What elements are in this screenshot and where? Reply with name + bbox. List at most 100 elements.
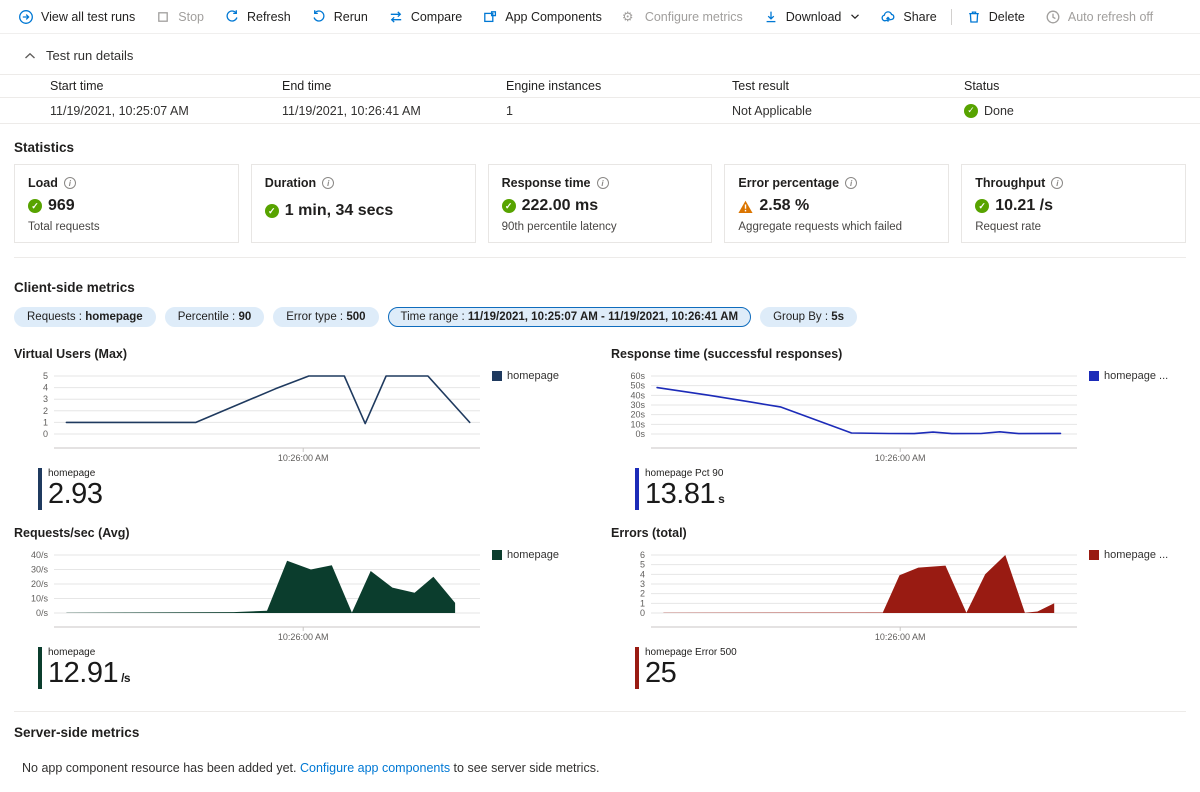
test-result-value: Not Applicable (732, 103, 812, 118)
requests-per-sec-plot: 0/s 10/s 20/s 30/s 40/s 10:26:00 AM (31, 550, 480, 642)
stat-card-response-time: Response time 222.00 ms 90th percentile … (487, 164, 713, 243)
filter-pill-time-range[interactable]: Time range11/19/2021, 10:25:07 AM - 11/1… (387, 307, 752, 327)
chart-stat: homepage 12.91/s (38, 647, 593, 689)
toolbar-item-label: Download (785, 9, 842, 24)
section-title: Test run details (46, 48, 134, 63)
configure-metrics-button[interactable]: ⚙ Configure metrics (612, 0, 753, 33)
legend-swatch-icon (492, 550, 502, 560)
chart-legend[interactable]: homepage ... (1089, 370, 1168, 382)
toolbar-item-label: App Components (505, 9, 602, 24)
statistics-cards: Load 969 Total requests Duration 1 min, … (14, 164, 1186, 243)
chart-response-time: Response time (successful responses) 0s 1… (611, 347, 1190, 510)
chart-requests-per-sec: Requests/sec (Avg) 0/s 10/s 20/s 30/s 40/s 10… (14, 526, 593, 689)
test-run-details-table: Start time End time Engine instances Tes… (0, 74, 1200, 124)
chart-title: Response time (successful responses) (611, 347, 843, 361)
divider (14, 711, 1186, 712)
rerun-button[interactable]: Rerun (301, 0, 378, 33)
client-side-metrics-title: Client-side metrics (14, 280, 135, 295)
end-time-value: 11/19/2021, 10:26:41 AM (282, 103, 421, 118)
legend-swatch-icon (492, 371, 502, 381)
svg-text:5: 5 (640, 560, 645, 570)
svg-text:10/s: 10/s (31, 594, 49, 604)
share-button[interactable]: Share (870, 0, 946, 33)
stat-card-throughput: Throughput 10.21 /s Request rate (961, 164, 1186, 243)
chart-legend[interactable]: homepage ... (1089, 549, 1168, 561)
charts-grid: Virtual Users (Max) 0 1 2 3 4 5 10:26:00 AM ho… (14, 347, 1190, 689)
svg-text:2: 2 (43, 406, 48, 416)
check-circle-icon (975, 199, 990, 213)
chart-stat: homepage 2.93 (38, 468, 593, 510)
column-header: Test result (732, 79, 789, 93)
gear-icon: ⚙ (621, 8, 634, 24)
check-circle-icon (964, 103, 978, 118)
stop-button[interactable]: Stop (145, 0, 214, 33)
stat-bar (635, 647, 639, 689)
refresh-icon (224, 9, 240, 25)
compare-icon (388, 9, 404, 25)
refresh-button[interactable]: Refresh (214, 0, 301, 33)
info-icon[interactable] (1051, 177, 1064, 189)
app-components-icon (482, 9, 498, 25)
svg-text:3: 3 (43, 394, 48, 404)
column-header: Start time (50, 79, 104, 93)
warning-triangle-icon (738, 200, 753, 213)
svg-text:40s: 40s (630, 390, 645, 400)
filter-pill-group-by[interactable]: Group By5s (760, 307, 858, 327)
start-time-value: 11/19/2021, 10:25:07 AM (50, 103, 189, 118)
svg-text:20s: 20s (630, 410, 645, 420)
svg-text:10s: 10s (630, 419, 645, 429)
stop-icon (155, 9, 171, 25)
chart-title: Virtual Users (Max) (14, 347, 128, 361)
filter-pill-percentile[interactable]: Percentile90 (164, 307, 265, 327)
info-icon[interactable] (845, 177, 858, 189)
filter-pill-requests[interactable]: Requestshomepage (14, 307, 156, 327)
app-components-button[interactable]: App Components (472, 0, 612, 33)
stat-card-duration: Duration 1 min, 34 secs (250, 164, 476, 243)
toolbar-item-label: Configure metrics (644, 9, 743, 24)
compare-button[interactable]: Compare (378, 0, 472, 33)
svg-text:1: 1 (640, 598, 645, 608)
view-all-test-runs-button[interactable]: View all test runs (8, 0, 145, 33)
filter-pill-error-type[interactable]: Error type500 (273, 307, 379, 327)
svg-text:4: 4 (640, 569, 645, 579)
delete-button[interactable]: Delete (956, 0, 1035, 33)
toolbar-item-label: Compare (410, 9, 463, 24)
status-badge: Done (964, 103, 1200, 118)
svg-text:1: 1 (43, 417, 48, 427)
svg-text:3: 3 (640, 579, 645, 589)
info-icon[interactable] (322, 177, 335, 189)
svg-text:2: 2 (640, 589, 645, 599)
toolbar-item-label: Auto refresh off (1067, 9, 1154, 24)
svg-text:0: 0 (43, 429, 48, 439)
chart-legend[interactable]: homepage (492, 549, 559, 561)
svg-text:50s: 50s (630, 381, 645, 391)
chart-virtual-users: Virtual Users (Max) 0 1 2 3 4 5 10:26:00 AM ho… (14, 347, 593, 510)
toolbar-item-label: View all test runs (41, 9, 136, 24)
configure-app-components-link[interactable]: Configure app components (299, 761, 451, 775)
download-button[interactable]: Download (753, 0, 871, 33)
virtual-users-plot: 0 12 34 5 10:26:00 AM (43, 371, 480, 463)
svg-text:10:26:00 AM: 10:26:00 AM (875, 453, 926, 463)
test-run-details-header[interactable]: Test run details (0, 34, 1200, 63)
toolbar-item-label: Delete (988, 9, 1025, 24)
chevron-down-icon (850, 13, 860, 20)
svg-text:0s: 0s (635, 429, 645, 439)
info-icon[interactable] (63, 177, 76, 189)
check-circle-icon (501, 199, 516, 213)
clock-icon (1045, 9, 1061, 25)
auto-refresh-button[interactable]: Auto refresh off (1035, 0, 1163, 33)
statistics-title: Statistics (14, 140, 75, 155)
check-circle-icon (28, 199, 42, 213)
svg-text:6: 6 (640, 550, 645, 560)
legend-swatch-icon (1089, 550, 1099, 560)
rerun-icon (311, 9, 327, 25)
info-icon[interactable] (596, 177, 609, 189)
check-circle-icon (264, 204, 279, 218)
chart-legend[interactable]: homepage (492, 370, 559, 382)
divider (14, 257, 1186, 258)
svg-text:10:26:00 AM: 10:26:00 AM (875, 632, 926, 642)
toolbar: View all test runs Stop Refresh Rerun Co… (0, 0, 1200, 34)
svg-text:0: 0 (640, 608, 645, 618)
share-icon (880, 9, 896, 25)
toolbar-item-label: Rerun (333, 9, 368, 24)
